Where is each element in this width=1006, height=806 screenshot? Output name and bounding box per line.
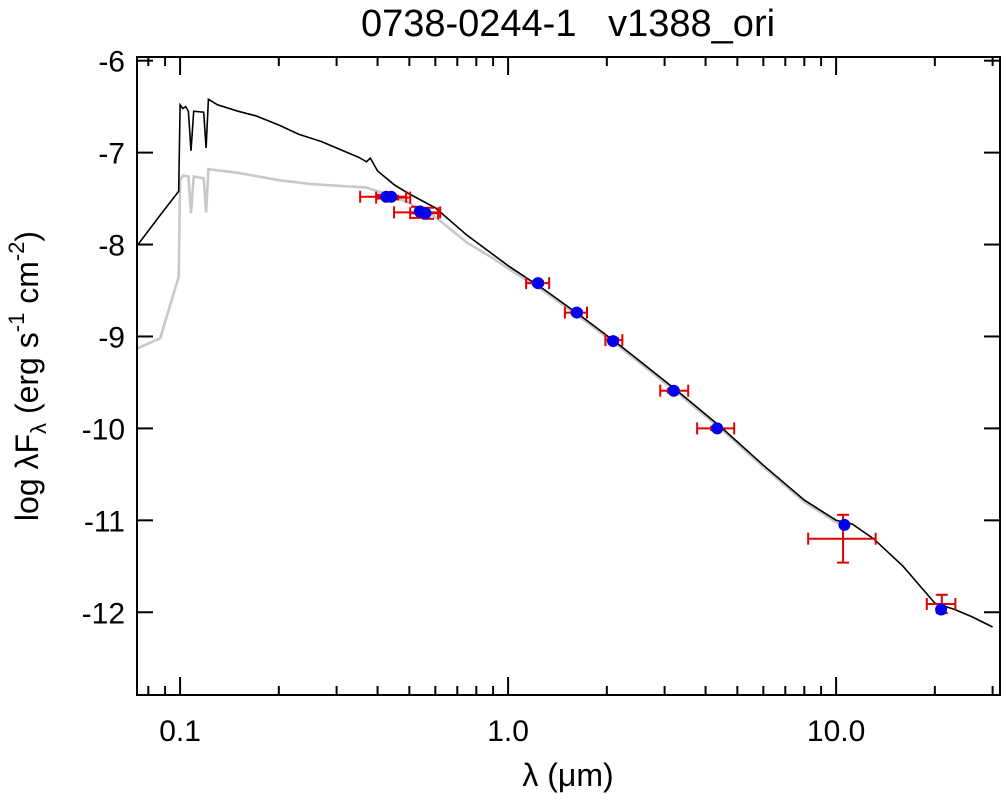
- y-tick-label: -7: [98, 138, 125, 171]
- y-axis-label-part: λ: [26, 423, 51, 434]
- y-tick-label: -9: [98, 321, 125, 354]
- model-point: [667, 384, 680, 397]
- model-point: [607, 335, 620, 348]
- chart-title: 0738-0244-1 v1388_ori: [361, 3, 775, 45]
- model-point: [532, 277, 545, 290]
- sed-curve: [137, 167, 844, 527]
- y-axis-label-part: ): [9, 231, 45, 242]
- plot-frame: [136, 56, 1001, 696]
- x-tick-label: 1.0: [487, 715, 529, 748]
- y-axis-label-part: (erg s: [9, 332, 45, 423]
- x-tick-label: 10.0: [807, 715, 865, 748]
- y-tick-label: -11: [84, 505, 125, 538]
- y-tick-label: -10: [82, 413, 125, 446]
- y-tick-label: -8: [98, 230, 125, 263]
- sed-curve: [137, 97, 993, 628]
- y-axis-label: log λFλ (erg s-1 cm-2): [4, 231, 51, 521]
- y-axis-label-part: -1: [4, 313, 29, 333]
- model-point: [570, 306, 583, 319]
- model-point: [711, 422, 724, 435]
- y-tick-label: -6: [98, 46, 125, 79]
- x-tick-label: 0.1: [159, 715, 201, 748]
- y-axis-label-part: log λF: [9, 434, 45, 521]
- y-tick-label: -12: [82, 597, 125, 630]
- y-axis-label-part: cm: [9, 261, 45, 313]
- model-point: [838, 518, 851, 531]
- y-axis-label-part: -2: [4, 242, 29, 262]
- x-axis-label: λ (μm): [522, 757, 613, 793]
- model-point: [385, 190, 398, 203]
- model-point: [935, 603, 948, 616]
- model-point: [419, 207, 432, 220]
